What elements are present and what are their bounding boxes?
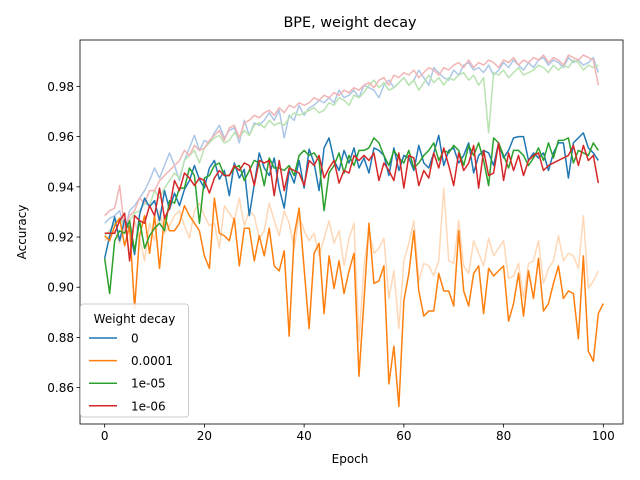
legend-title: Weight decay [94, 312, 176, 326]
faded-series-line-6 [104, 59, 599, 237]
y-tick-label: 0.88 [47, 331, 74, 345]
y-tick-label: 0.96 [47, 130, 74, 144]
faded-series-line-5 [104, 187, 599, 342]
y-axis: 0.86 0.88 0.90 0.92 0.94 0.96 0.98 [47, 80, 80, 395]
y-tick-label: 0.94 [47, 180, 74, 194]
legend-entries: 0 0.0001 1e-05 1e-06 [89, 332, 173, 413]
legend-label: 0.0001 [131, 354, 173, 368]
faded-series-line-7 [104, 54, 600, 232]
legend-label: 1e-05 [131, 377, 166, 391]
x-tick-label: 20 [197, 429, 212, 443]
legend-label: 1e-06 [131, 399, 166, 413]
y-tick-label: 0.92 [47, 231, 74, 245]
x-tick-label: 100 [592, 429, 615, 443]
y-axis-label: Accuracy [15, 205, 29, 260]
series-layer [103, 54, 604, 408]
legend-label: 0 [131, 332, 139, 346]
x-tick-label: 40 [296, 429, 311, 443]
chart-title: BPE, weight decay [283, 15, 417, 31]
legend: Weight decay 0 0.0001 1e-05 1e-06 [80, 303, 189, 418]
series-line-2 [103, 137, 599, 295]
y-tick-label: 0.86 [47, 381, 74, 395]
y-tick-label: 0.98 [47, 80, 74, 94]
plot-frame [79, 39, 624, 425]
series-line-3 [104, 142, 600, 262]
series-line-0 [103, 132, 599, 259]
x-axis: 0 20 40 60 80 100 [101, 424, 615, 443]
legend-box [80, 303, 189, 418]
x-tick-label: 80 [496, 429, 511, 443]
x-tick-label: 0 [101, 429, 109, 443]
x-tick-label: 60 [396, 429, 411, 443]
series-line-1 [104, 197, 604, 408]
y-tick-label: 0.90 [47, 281, 74, 295]
x-axis-label: Epoch [332, 452, 369, 466]
